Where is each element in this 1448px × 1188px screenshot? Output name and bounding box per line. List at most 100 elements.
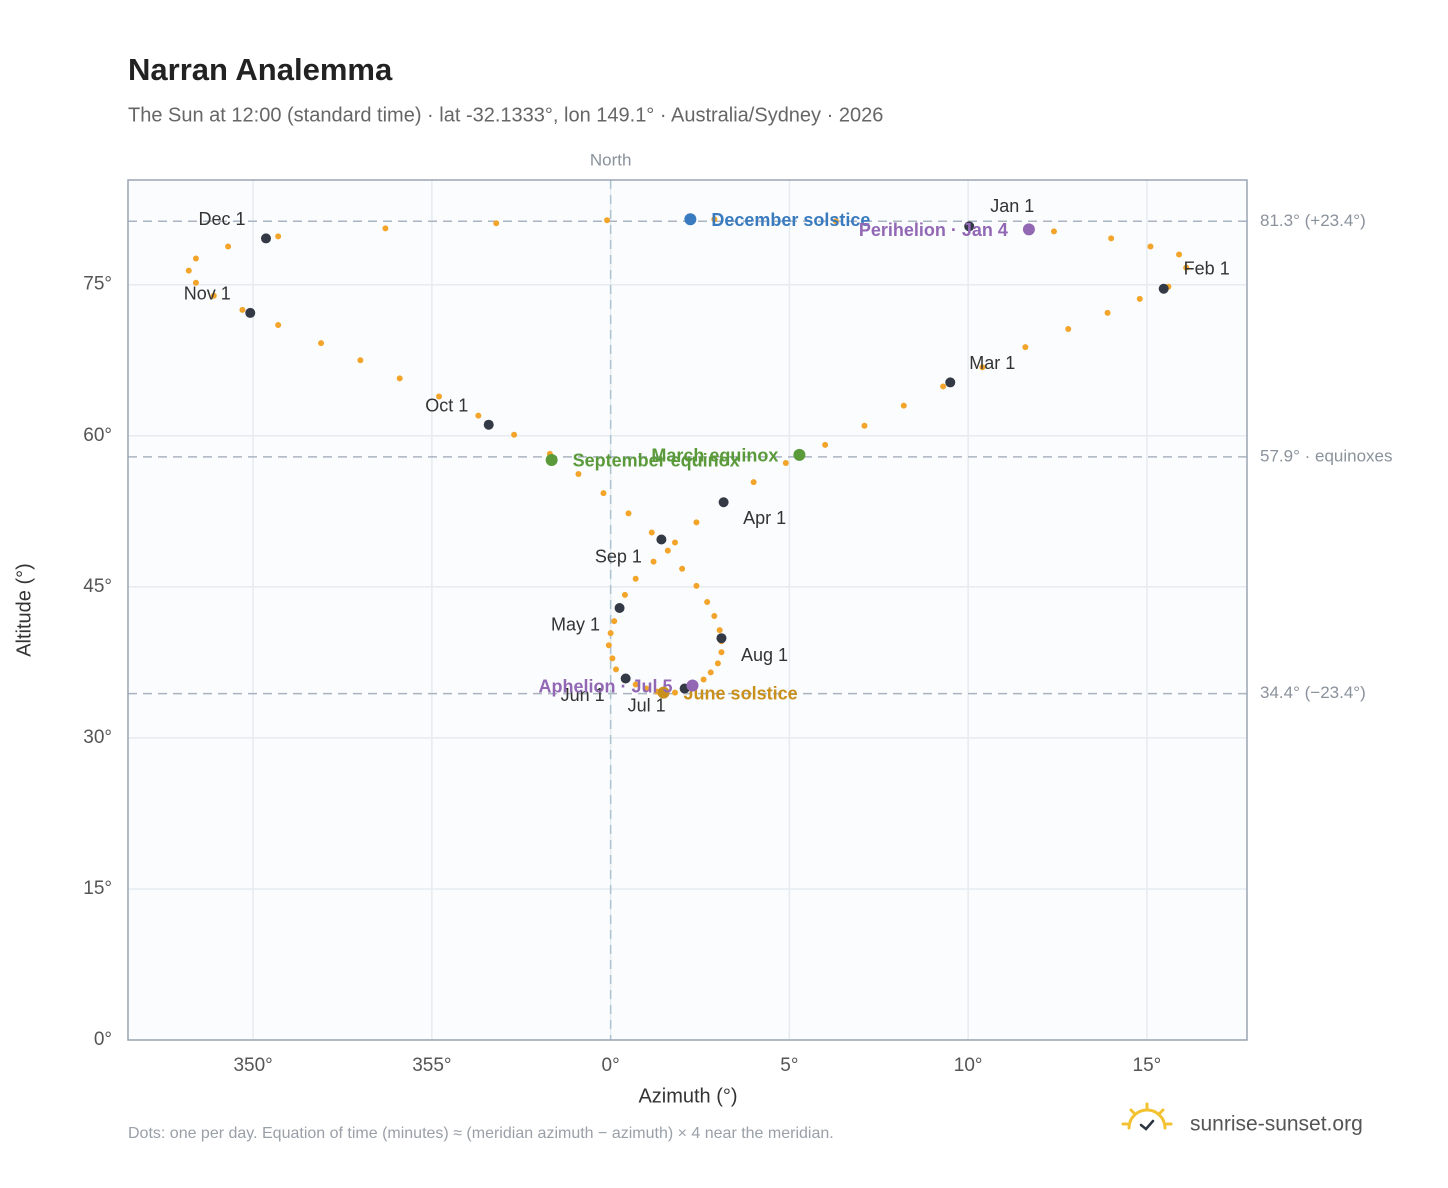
sun-dot [357,357,364,364]
sun-dot [225,243,232,250]
sun-dot [671,539,678,546]
sun-dot [318,340,325,347]
sun-dot [718,649,725,656]
sun-dot [650,558,657,565]
sun-dot [192,255,199,262]
y-tick-label: 60° [83,425,112,446]
x-tick-label: 0° [602,1055,620,1076]
sun-dot [275,322,282,329]
x-tick-label: 15° [1133,1055,1162,1076]
reference-label: 81.3° (+23.4°) [1260,211,1366,230]
y-tick-label: 15° [83,878,112,899]
month-label: Oct 1 [425,395,468,415]
x-tick-label: 5° [780,1055,798,1076]
sun-dot [671,689,678,696]
sun-dot [1050,228,1057,235]
footnote: Dots: one per day. Equation of time (min… [128,1125,834,1142]
month-label: May 1 [551,615,600,635]
meridian-label: North [590,150,632,169]
event-dot [793,448,806,461]
sun-dot [239,306,246,313]
month-dot [614,602,625,613]
sun-dot [621,591,628,598]
reference-label: 34.4° (−23.4°) [1260,683,1366,702]
sun-dot [625,510,632,517]
sun-dot [782,459,789,466]
month-label: Jan 1 [990,196,1034,216]
month-dot [620,673,631,684]
sun-dot [475,412,482,419]
event-dot [657,686,670,699]
sun-dot [664,547,671,554]
event-label: March equinox [651,446,778,466]
event-dot [545,453,558,466]
sun-dot [979,364,986,371]
sun-dot [832,218,839,225]
sun-dot [632,681,639,688]
month-dot [260,233,271,244]
sun-dot [605,642,612,649]
event-label: September equinox [573,451,740,471]
month-label: Mar 1 [969,353,1015,373]
x-tick-label: 10° [954,1055,983,1076]
event-label: June solstice [684,683,798,703]
plot-frame [127,179,1248,1041]
plot-area [128,180,1247,1040]
month-label: Apr 1 [743,508,786,528]
month-dot [964,221,975,232]
plot-layer: Jan 1 Feb 1 Mar 1 Apr 1 May 1 Jun 1 Jul 1 Aug 1… [128,180,1247,1041]
month-dot [945,377,956,388]
y-tick-label: 45° [83,576,112,597]
sun-dot [679,565,686,572]
sun-dot [396,375,403,382]
month-label: Jun 1 [561,685,605,705]
sun-dot [716,627,723,634]
event-dot [1022,223,1035,236]
x-tick-label: 355° [412,1055,451,1076]
sun-dot [609,655,616,662]
sun-dot [822,441,829,448]
month-label: Sep 1 [595,546,642,566]
month-label: Jul 1 [628,695,666,715]
sun-dot [711,216,718,223]
month-label: Feb 1 [1184,259,1230,279]
sun-dot [1147,243,1154,250]
x-axis-title: Azimuth (°) [638,1085,737,1107]
y-axis-title: Altitude (°) [13,563,35,657]
sun-dot [711,613,718,620]
month-dot [245,307,256,318]
sun-dot [600,490,607,497]
sun-dot [382,225,389,232]
sun-dot [493,220,500,227]
sun-dot [185,267,192,274]
sun-dot [900,402,907,409]
month-dot [1158,283,1169,294]
y-tick-label: 0° [94,1029,112,1050]
sun-dot [632,575,639,582]
month-dot [656,534,667,545]
sun-dot [1104,309,1111,316]
event-dot [684,213,697,226]
sun-dot [714,660,721,667]
sun-dot [704,598,711,605]
sun-dot [1108,235,1115,242]
sun-dot [861,422,868,429]
sun-dot [940,383,947,390]
month-dot [716,633,727,644]
chart-subtitle: The Sun at 12:00 (standard time) · lat -… [128,104,883,126]
sun-dot [1065,326,1072,333]
sun-dot [648,529,655,536]
x-tick-label: 350° [233,1055,272,1076]
event-label: December solstice [711,210,870,230]
sun-dot [511,431,518,438]
event-dot [686,679,699,692]
month-label: Nov 1 [184,284,231,304]
sun-dot [604,217,611,224]
sun-dot [611,618,618,625]
month-label: Dec 1 [198,209,245,229]
y-tick-label: 75° [83,274,112,295]
month-dot [718,497,729,508]
sun-dot [436,393,443,400]
sun-dot [275,233,282,240]
